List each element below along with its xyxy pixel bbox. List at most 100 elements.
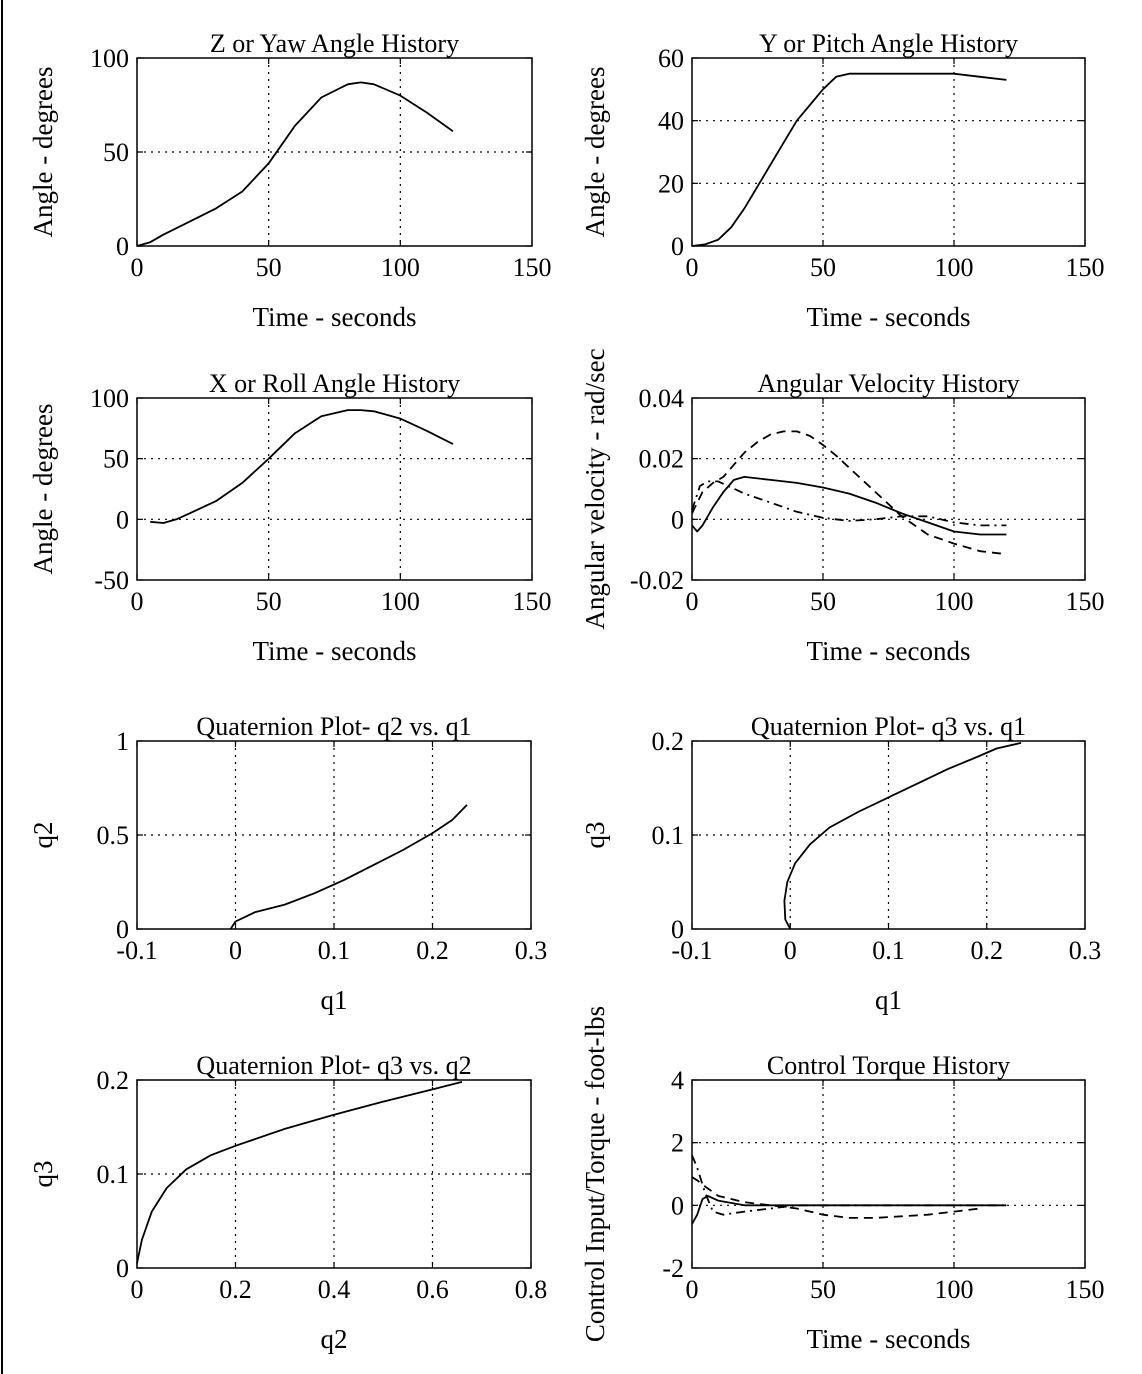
x-tick-label: 150 [1066,1275,1105,1304]
x-axis-label: q1 [321,985,348,1015]
y-tick-label: 0.2 [97,1066,130,1095]
plot-area-frame [136,397,533,581]
chart-title: X or Roll Angle History [209,369,460,398]
y-tick-label: 0 [671,232,684,261]
y-tick-label: 0.5 [97,821,130,850]
plot-area-frame [691,1079,1086,1269]
y-tick-label: 40 [658,107,684,136]
x-axis-label: q2 [321,1324,348,1354]
y-tick-label: 20 [658,169,684,198]
x-tick-label: 0.3 [515,936,548,965]
plot-area-frame [691,57,1086,247]
x-tick-label: 0.3 [1069,936,1102,965]
chart-title: Z or Yaw Angle History [210,29,459,58]
x-tick-label: -0.1 [671,936,712,965]
x-tick-label: 100 [381,587,420,616]
x-tick-label: 150 [1066,587,1105,616]
y-tick-label: 0 [671,1191,684,1220]
x-tick-label: 50 [256,253,282,282]
series-line-2 [691,430,1007,556]
y-tick-label: 0 [671,915,684,944]
y-tick-label: 4 [671,1066,684,1095]
x-tick-label: 100 [935,1275,974,1304]
chart-title: Quaternion Plot- q2 vs. q1 [196,712,471,741]
y-axis-label: q3 [28,1161,58,1188]
x-axis-label: Time - seconds [252,636,416,666]
series-line-1 [691,475,1007,536]
x-tick-label: 50 [810,587,836,616]
x-tick-label: 0 [784,936,797,965]
y-tick-label: 1 [116,727,129,756]
plot-area-frame [691,397,1086,581]
chart-7: 0 0.2 0.4 0.6 0.8 0 0.1 0.2 Quaternion Plot- q3 … [28,1051,547,1354]
series-line-1 [136,81,454,247]
x-tick-label: 50 [810,253,836,282]
x-tick-label: 150 [1066,253,1105,282]
x-tick-label: 0 [686,253,699,282]
x-tick-label: 0.4 [318,1275,351,1304]
y-tick-label: 0 [116,915,129,944]
y-tick-label: 50 [103,138,129,167]
chart-title: Quaternion Plot- q3 vs. q2 [196,1051,471,1080]
chart-2: 0 50 100 150 0 20 40 60 Y or Pitch Angle History… [580,29,1105,332]
chart-title: Quaternion Plot- q3 vs. q1 [751,712,1026,741]
x-tick-label: 0.6 [416,1275,449,1304]
series-line-3 [691,1154,1007,1216]
y-tick-label: 60 [658,44,684,73]
y-tick-label: 0 [116,505,129,534]
x-axis-label: Time - seconds [806,302,970,332]
series-line-1 [136,1081,463,1264]
x-tick-label: 0.2 [971,936,1004,965]
y-axis-label: Angular velocity - rad/sec [580,348,610,629]
chart-title: Angular Velocity History [757,369,1019,398]
series-line-1 [691,72,1007,247]
y-tick-label: 0 [116,232,129,261]
series-line-2 [691,1176,981,1219]
x-tick-label: 0.8 [515,1275,548,1304]
series-line-3 [691,480,1007,527]
x-tick-label: 0 [686,587,699,616]
x-tick-label: 50 [810,1275,836,1304]
y-tick-label: 0.2 [652,727,685,756]
y-tick-label: -0.02 [630,566,684,595]
x-tick-label: 150 [513,253,552,282]
y-tick-label: -2 [662,1254,684,1283]
y-axis-label: q3 [580,822,610,849]
chart-title: Y or Pitch Angle History [759,29,1018,58]
x-tick-label: 0.1 [318,936,351,965]
x-tick-label: 100 [381,253,420,282]
chart-title: Control Torque History [767,1051,1010,1080]
x-axis-label: Time - seconds [252,302,416,332]
y-axis-label: Angle - degrees [580,67,610,238]
y-tick-label: 2 [671,1129,684,1158]
y-axis-label: Control Input/Torque - foot-lbs [580,1006,610,1342]
y-axis-label: Angle - degrees [28,404,58,575]
series-line-1 [783,742,1022,930]
x-tick-label: 0 [131,253,144,282]
x-tick-label: 50 [256,587,282,616]
series-line-1 [229,804,468,930]
x-tick-label: 0 [131,1275,144,1304]
y-tick-label: 100 [90,44,129,73]
y-tick-label: 100 [90,384,129,413]
y-axis-label: q2 [28,822,58,849]
x-tick-label: 0.2 [416,936,449,965]
x-tick-label: 0 [229,936,242,965]
x-tick-label: 0.1 [872,936,905,965]
x-axis-label: Time - seconds [806,1324,970,1354]
x-tick-label: 100 [935,587,974,616]
x-tick-label: -0.1 [116,936,157,965]
y-axis-label: Angle - degrees [28,67,58,238]
y-tick-label: 0.1 [97,1160,130,1189]
x-tick-label: 150 [513,587,552,616]
chart-1: 0 50 100 150 0 50 100 Z or Yaw Angle History Tim… [28,29,552,332]
x-axis-label: q1 [875,985,902,1015]
y-tick-label: 0.02 [639,445,685,474]
y-tick-label: 0.1 [652,821,685,850]
x-axis-label: Time - seconds [806,636,970,666]
